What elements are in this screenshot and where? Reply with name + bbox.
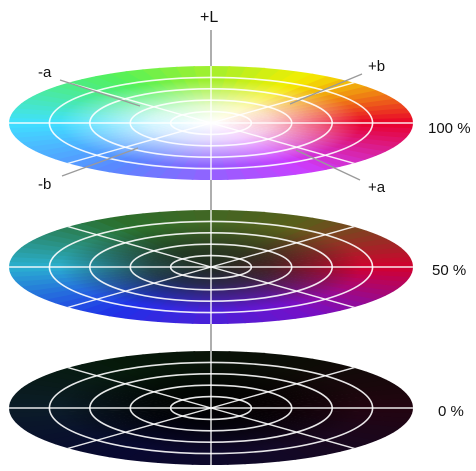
minus-a-axis-label: -a bbox=[38, 64, 52, 81]
lightness-100-label: 100 % bbox=[428, 120, 471, 137]
plus-b-axis-label: +b bbox=[368, 58, 385, 75]
plus-b-axis-line bbox=[289, 73, 363, 105]
lightness-100-disk bbox=[9, 66, 413, 180]
minus-b-axis-line bbox=[61, 147, 139, 177]
lightness-0-disk bbox=[9, 351, 413, 465]
lightness-50-label: 50 % bbox=[432, 262, 466, 279]
lightness-axis-label: +L bbox=[200, 9, 218, 26]
lightness-50-disk bbox=[9, 210, 413, 324]
minus-a-axis-line bbox=[59, 79, 141, 107]
minus-b-axis-label: -b bbox=[38, 176, 51, 193]
plus-a-axis-label: +a bbox=[368, 179, 386, 196]
lightness-0-label: 0 % bbox=[438, 403, 464, 420]
plus-a-axis-line bbox=[295, 149, 361, 181]
